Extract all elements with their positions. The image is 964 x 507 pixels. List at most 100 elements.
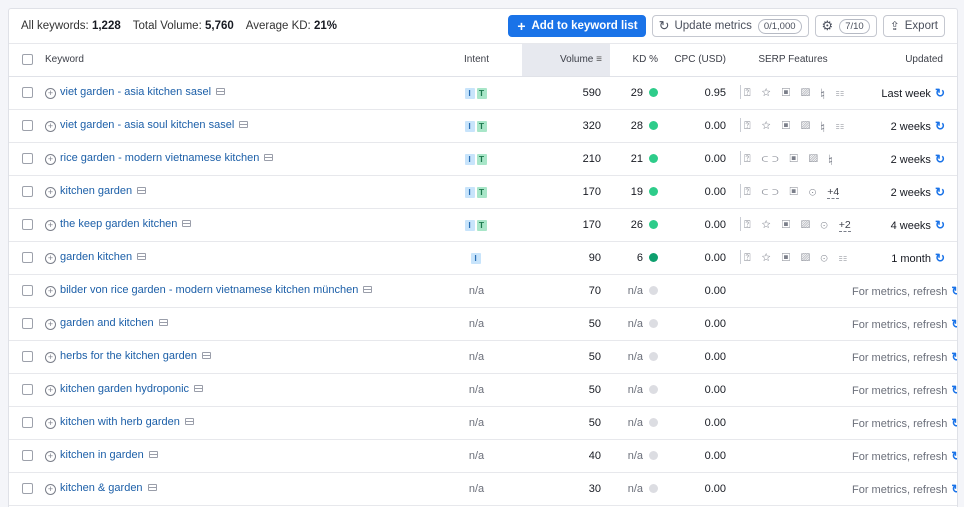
kd-value: 21 bbox=[630, 152, 643, 165]
keyword-link[interactable]: kitchen with herb garden bbox=[60, 416, 180, 428]
serp-feature-icons[interactable]: ⍰ ☆ ▣ ▨ ♮ ☷ bbox=[740, 85, 848, 99]
serp-feature-icons[interactable]: ⍰ ⊂⊃ ▣ ▨ ♮ bbox=[740, 151, 837, 165]
serp-cell: ⍰ ⊂⊃ ▣ ▨ ♮ bbox=[734, 142, 852, 176]
avg-kd-value: 21% bbox=[313, 20, 337, 32]
serp-feature-icons[interactable]: ⍰ ☆ ▣ ▨ ♮ ☷ bbox=[740, 118, 848, 132]
refresh-icon[interactable]: ↻ bbox=[934, 184, 945, 199]
keyword-link[interactable]: garden kitchen bbox=[60, 251, 133, 263]
export-button[interactable]: ⇪ Export bbox=[882, 15, 945, 37]
serp-feature-icons[interactable]: ⍰ ☆ ▣ ▨ ⊙ ☷ bbox=[740, 250, 851, 264]
header-serp-features[interactable]: SERP Features bbox=[734, 44, 852, 77]
add-keyword-icon[interactable]: + bbox=[45, 451, 56, 462]
settings-button[interactable]: ⚙ 7/10 bbox=[814, 15, 877, 37]
add-keyword-icon[interactable]: + bbox=[45, 253, 56, 264]
serp-preview-icon[interactable] bbox=[201, 352, 211, 359]
serp-preview-icon[interactable] bbox=[137, 187, 147, 194]
add-keyword-icon[interactable]: + bbox=[45, 187, 56, 198]
add-keyword-icon[interactable]: + bbox=[45, 484, 56, 495]
refresh-icon[interactable]: ↻ bbox=[934, 217, 945, 232]
serp-more-link[interactable]: +2 bbox=[838, 219, 851, 232]
refresh-icon[interactable]: ↻ bbox=[934, 118, 945, 133]
row-checkbox[interactable] bbox=[21, 450, 33, 462]
row-checkbox[interactable] bbox=[21, 87, 33, 99]
update-metrics-button[interactable]: ↻ Update metrics 0/1,000 bbox=[651, 15, 809, 37]
header-keyword[interactable]: Keyword bbox=[45, 44, 445, 77]
row-checkbox[interactable] bbox=[21, 483, 33, 495]
header-cpc[interactable]: CPC (USD) bbox=[670, 44, 734, 77]
add-keyword-icon[interactable]: + bbox=[45, 220, 56, 231]
serp-preview-icon[interactable] bbox=[182, 220, 192, 227]
serp-preview-icon[interactable] bbox=[239, 121, 249, 128]
add-keyword-icon[interactable]: + bbox=[45, 286, 56, 297]
keyword-link[interactable]: kitchen & garden bbox=[60, 482, 143, 494]
serp-cell bbox=[734, 439, 852, 473]
keyword-link[interactable]: kitchen garden hydroponic bbox=[60, 383, 190, 395]
kd-status-dot bbox=[649, 450, 658, 460]
keyword-link[interactable]: viet garden - asia soul kitchen sasel bbox=[60, 119, 235, 131]
row-checkbox[interactable] bbox=[21, 351, 33, 363]
refresh-icon[interactable]: ↻ bbox=[934, 151, 945, 166]
refresh-icon[interactable]: ↻ bbox=[951, 449, 957, 463]
keyword-link[interactable]: kitchen garden bbox=[60, 185, 133, 197]
serp-preview-icon[interactable] bbox=[137, 253, 147, 260]
row-checkbox[interactable] bbox=[21, 285, 33, 297]
keyword-link[interactable]: bilder von rice garden - modern vietname… bbox=[60, 284, 359, 296]
header-volume[interactable]: Volume ≡ bbox=[522, 44, 610, 77]
serp-preview-icon[interactable] bbox=[194, 385, 204, 392]
keyword-link[interactable]: the keep garden kitchen bbox=[60, 218, 178, 230]
add-keyword-icon[interactable]: + bbox=[45, 319, 56, 330]
add-keyword-icon[interactable]: + bbox=[45, 88, 56, 99]
row-checkbox[interactable] bbox=[21, 417, 33, 429]
row-checkbox[interactable] bbox=[21, 252, 33, 264]
serp-feature-icons[interactable]: ⍰ ☆ ▣ ▨ ⊙ +2 bbox=[740, 217, 851, 232]
kd-cell: n/a bbox=[610, 406, 670, 440]
refresh-icon[interactable]: ↻ bbox=[951, 317, 957, 331]
add-keyword-icon[interactable]: + bbox=[45, 121, 56, 132]
row-checkbox[interactable] bbox=[21, 120, 33, 132]
add-keyword-icon[interactable]: + bbox=[45, 154, 56, 165]
avg-kd-label: Average KD: bbox=[245, 20, 311, 32]
keyword-link[interactable]: viet garden - asia kitchen sasel bbox=[60, 86, 212, 98]
serp-more-link[interactable]: +4 bbox=[827, 186, 840, 199]
row-checkbox[interactable] bbox=[21, 186, 33, 198]
add-to-keyword-list-button[interactable]: + Add to keyword list bbox=[508, 15, 646, 37]
row-checkbox[interactable] bbox=[21, 153, 33, 165]
row-checkbox[interactable] bbox=[21, 219, 33, 231]
header-intent[interactable]: Intent bbox=[445, 44, 522, 77]
refresh-icon[interactable]: ↻ bbox=[934, 85, 945, 100]
serp-feature-icons[interactable]: ⍰ ⊂⊃ ▣ ⊙ +4 bbox=[740, 184, 840, 199]
keyword-link[interactable]: kitchen in garden bbox=[60, 449, 144, 461]
header-kd[interactable]: KD % bbox=[610, 44, 670, 77]
keyword-link[interactable]: garden and kitchen bbox=[60, 317, 154, 329]
add-keyword-icon[interactable]: + bbox=[45, 352, 56, 363]
kd-status-dot bbox=[649, 417, 658, 427]
volume-cell: 90 bbox=[522, 241, 610, 275]
refresh-icon[interactable]: ↻ bbox=[934, 250, 945, 265]
refresh-icon[interactable]: ↻ bbox=[951, 383, 957, 397]
refresh-icon[interactable]: ↻ bbox=[951, 482, 957, 496]
serp-preview-icon[interactable] bbox=[148, 451, 158, 458]
serp-icons: ⍰ ☆ ▣ ▨ ♮ ☷ bbox=[744, 120, 848, 132]
intent-badge: I bbox=[464, 87, 475, 99]
row-checkbox[interactable] bbox=[21, 384, 33, 396]
serp-divider bbox=[740, 118, 741, 132]
serp-preview-icon[interactable] bbox=[363, 286, 373, 293]
refresh-icon[interactable]: ↻ bbox=[951, 416, 957, 430]
serp-preview-icon[interactable] bbox=[216, 88, 226, 95]
update-metrics-label: Update metrics bbox=[674, 20, 752, 32]
updated-text: 1 month bbox=[891, 252, 931, 265]
serp-preview-icon[interactable] bbox=[147, 484, 157, 491]
serp-preview-icon[interactable] bbox=[184, 418, 194, 425]
select-all-checkbox[interactable] bbox=[21, 54, 33, 66]
add-keyword-icon[interactable]: + bbox=[45, 385, 56, 396]
add-keyword-icon[interactable]: + bbox=[45, 418, 56, 429]
serp-preview-icon[interactable] bbox=[158, 319, 168, 326]
keyword-link[interactable]: herbs for the kitchen garden bbox=[60, 350, 197, 362]
refresh-icon[interactable]: ↻ bbox=[951, 350, 957, 364]
refresh-icon[interactable]: ↻ bbox=[951, 284, 957, 298]
header-updated[interactable]: Updated bbox=[852, 44, 957, 77]
row-checkbox[interactable] bbox=[21, 318, 33, 330]
serp-preview-icon[interactable] bbox=[264, 154, 274, 161]
keyword-link[interactable]: rice garden - modern vietnamese kitchen bbox=[60, 152, 260, 164]
